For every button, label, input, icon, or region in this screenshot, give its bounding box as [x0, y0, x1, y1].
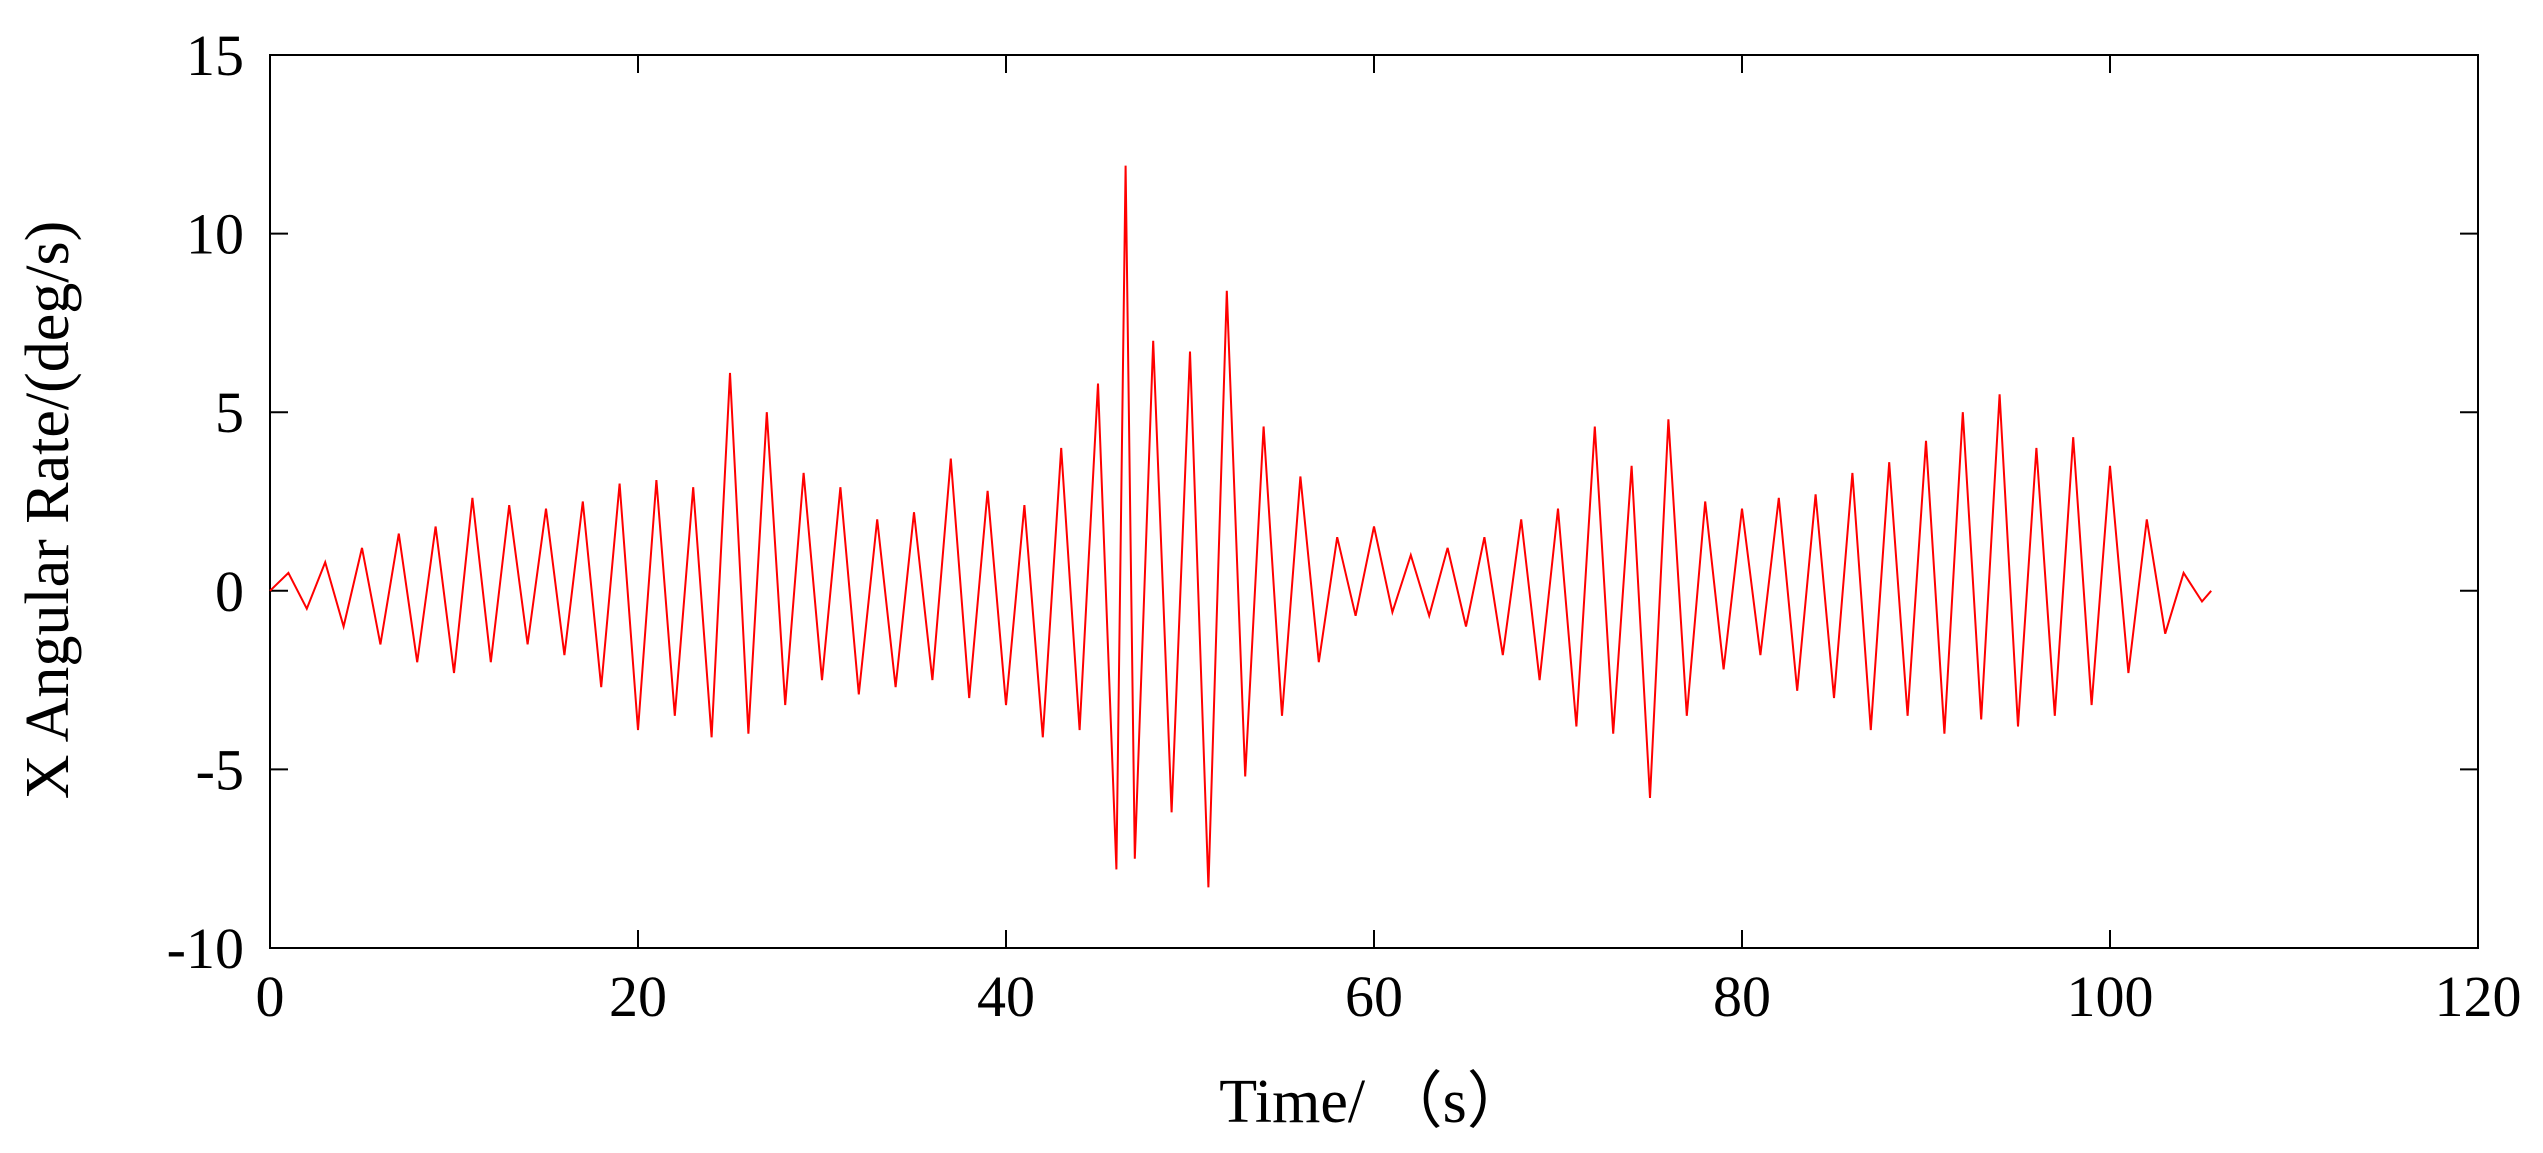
x-tick-label: 20: [609, 964, 667, 1029]
plot-area: [269, 165, 2212, 888]
y-tick-label: 5: [215, 380, 244, 445]
x-tick-label: 60: [1345, 964, 1403, 1029]
y-tick-label: -10: [167, 916, 244, 981]
y-ticks: -10 -5 0 5 10 15: [167, 23, 2478, 981]
x-tick-label: 40: [977, 964, 1035, 1029]
x-axis-title: Time/ （s）: [1219, 1068, 1529, 1136]
series-line: [269, 165, 2212, 888]
x-tick-label: 120: [2435, 964, 2522, 1029]
x-tick-label: 80: [1713, 964, 1771, 1029]
x-tick-label: 100: [2067, 964, 2154, 1029]
y-tick-label: 0: [215, 559, 244, 624]
x-ticks: 0 20 40 60 80 100 120: [256, 55, 2522, 1029]
y-tick-label: 15: [186, 23, 244, 88]
y-tick-label: -5: [196, 737, 244, 802]
x-tick-label: 0: [256, 964, 285, 1029]
y-axis-title: X Angular Rate/(deg/s): [14, 221, 82, 800]
y-tick-label: 10: [186, 202, 244, 267]
plot-frame: [269, 54, 2479, 949]
